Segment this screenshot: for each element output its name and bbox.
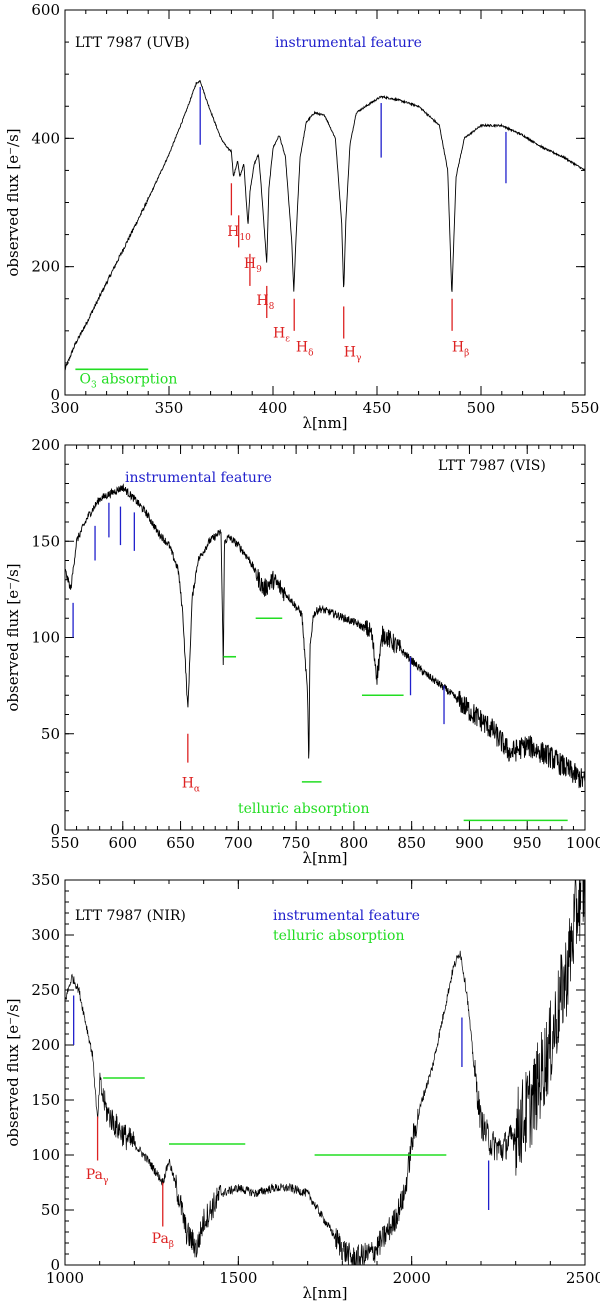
x-tick-label: 800 bbox=[340, 834, 369, 852]
legend-instrumental-feature: instrumental feature bbox=[125, 470, 272, 486]
line-label-subscript: 10 bbox=[239, 233, 251, 243]
panel-title: LTT 7987 (NIR) bbox=[75, 908, 186, 924]
line-label: H9 bbox=[244, 256, 262, 275]
x-tick-label: 400 bbox=[259, 399, 288, 417]
line-label-base: H bbox=[227, 224, 239, 240]
vis-panel: 550 600 650 700 750 800 850 900 950 1000 0 50 100 150… bbox=[4, 436, 600, 867]
line-label: Hβ bbox=[452, 339, 469, 358]
y-tick-label: 0 bbox=[50, 386, 60, 404]
y-tick-label: 400 bbox=[31, 129, 60, 147]
line-label-base: H bbox=[182, 776, 194, 792]
x-tick-label: 650 bbox=[166, 834, 195, 852]
x-tick-label: 950 bbox=[513, 834, 542, 852]
line-label: Hδ bbox=[296, 339, 314, 358]
line-label-base: Pa bbox=[86, 1167, 103, 1183]
y-tick-label: 50 bbox=[41, 725, 60, 743]
x-tick-label: 700 bbox=[224, 834, 253, 852]
x-axis-label: λ[nm] bbox=[302, 1284, 347, 1302]
line-label-subscript: 3 bbox=[91, 380, 97, 390]
y-tick-label: 350 bbox=[31, 871, 60, 889]
spectrum-line bbox=[65, 483, 585, 789]
line-label-subscript: ε bbox=[285, 334, 290, 344]
line-label-base: O bbox=[80, 371, 91, 387]
y-tick-label: 250 bbox=[31, 981, 60, 999]
uvb-panel: 300 350 400 450 500 550 0 200 400 600 λ[nm] observe… bbox=[4, 1, 599, 432]
y-tick-label: 100 bbox=[31, 1146, 60, 1164]
y-axis-label: observed flux [e⁻/s] bbox=[4, 128, 22, 276]
y-axis-label: observed flux [e⁻/s] bbox=[4, 998, 22, 1146]
x-tick-label: 1000 bbox=[566, 834, 600, 852]
y-tick-label: 200 bbox=[31, 258, 60, 276]
x-tick-label: 300 bbox=[51, 399, 80, 417]
y-tick-label: 0 bbox=[50, 821, 60, 839]
y-tick-label: 600 bbox=[31, 1, 60, 19]
plot-frame bbox=[64, 444, 586, 831]
line-label-subscript: γ bbox=[356, 354, 361, 364]
x-tick-label: 600 bbox=[108, 834, 137, 852]
line-label: H8 bbox=[256, 293, 274, 312]
x-axis-label: λ[nm] bbox=[302, 849, 347, 867]
x-tick-label: 1000 bbox=[46, 1269, 84, 1287]
x-tick-label: 1500 bbox=[219, 1269, 257, 1287]
y-tick-label: 0 bbox=[50, 1256, 60, 1274]
line-label: Paβ bbox=[152, 1231, 174, 1250]
line-label-subscript: δ bbox=[308, 348, 313, 358]
line-label: Hγ bbox=[344, 345, 362, 364]
x-tick-label: 2000 bbox=[393, 1269, 431, 1287]
line-label-base: H bbox=[344, 345, 356, 361]
y-tick-label: 150 bbox=[31, 532, 60, 550]
line-label-base: Pa bbox=[152, 1231, 169, 1247]
ozone-absorption-label: O3 absorption bbox=[80, 371, 178, 390]
spectrum-line bbox=[65, 880, 585, 1265]
x-tick-label: 750 bbox=[282, 834, 311, 852]
x-tick-label: 550 bbox=[51, 834, 80, 852]
plot-frame bbox=[64, 9, 586, 396]
line-label-subscript: γ bbox=[103, 1176, 108, 1186]
y-tick-label: 200 bbox=[31, 436, 60, 454]
legend-telluric-absorption: telluric absorption bbox=[238, 801, 369, 817]
line-label-subscript: 8 bbox=[269, 302, 275, 312]
x-axis-label: λ[nm] bbox=[302, 414, 347, 432]
y-tick-label: 200 bbox=[31, 1036, 60, 1054]
line-label: Hα bbox=[182, 776, 200, 795]
line-label-subscript: 9 bbox=[256, 265, 262, 275]
x-tick-label: 2500 bbox=[566, 1269, 600, 1287]
plot-frame bbox=[64, 879, 586, 1266]
x-tick-label: 850 bbox=[397, 834, 426, 852]
y-axis-label: observed flux [e⁻/s] bbox=[4, 563, 22, 711]
line-label-base: H bbox=[244, 256, 256, 272]
legend-instrumental-feature: instrumental feature bbox=[275, 35, 422, 51]
line-label-base: H bbox=[296, 339, 308, 355]
line-label-text: absorption bbox=[97, 371, 178, 387]
x-tick-label: 450 bbox=[363, 399, 392, 417]
x-tick-label: 500 bbox=[467, 399, 496, 417]
y-tick-label: 300 bbox=[31, 926, 60, 944]
panel-title: LTT 7987 (UVB) bbox=[75, 35, 190, 51]
line-label-base: H bbox=[273, 325, 285, 341]
x-tick-label: 350 bbox=[155, 399, 184, 417]
line-label-subscript: β bbox=[464, 348, 469, 358]
spectrum-line bbox=[65, 79, 585, 371]
line-label: Paγ bbox=[86, 1167, 109, 1186]
legend-telluric-absorption: telluric absorption bbox=[273, 928, 404, 944]
line-label: H10 bbox=[227, 224, 251, 243]
line-label-base: H bbox=[452, 339, 464, 355]
y-tick-label: 100 bbox=[31, 629, 60, 647]
line-label-base: H bbox=[256, 293, 268, 309]
line-label: Hε bbox=[273, 325, 290, 344]
x-tick-label: 900 bbox=[455, 834, 484, 852]
legend-instrumental-feature: instrumental feature bbox=[273, 908, 420, 924]
panel-title: LTT 7987 (VIS) bbox=[438, 458, 546, 474]
line-label-subscript: α bbox=[194, 785, 200, 795]
y-tick-label: 150 bbox=[31, 1091, 60, 1109]
x-tick-label: 550 bbox=[571, 399, 600, 417]
line-label-subscript: β bbox=[169, 1240, 174, 1250]
y-tick-label: 50 bbox=[41, 1201, 60, 1219]
nir-panel: 1000 1500 2000 2500 0 50 100 150 200 250 300 350 λ[n… bbox=[4, 871, 600, 1302]
